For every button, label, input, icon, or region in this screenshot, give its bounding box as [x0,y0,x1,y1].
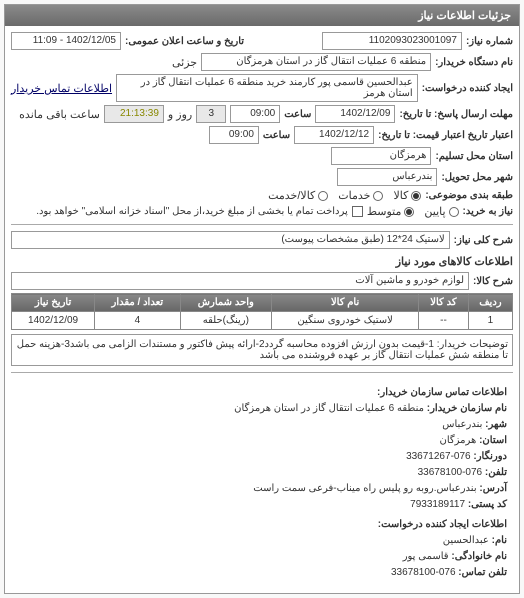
fax-label: دورنگار: [473,451,507,462]
name-value: عبدالحسین [443,535,489,546]
remain-time: 21:13:39 [104,105,164,123]
opt-khadamat: خدمات [338,189,370,202]
items-table: ردیف کد کالا نام کالا واحد شمارش تعداد /… [11,293,513,330]
request-details-panel: جزئیات اطلاعات نیاز شماره نیاز: 11020930… [4,4,520,594]
cell-2: لاستیک خودروی سنگین [272,312,419,330]
radio-kalakh[interactable] [318,191,328,201]
cell-5: 1402/12/09 [12,312,95,330]
post-label: کد پستی: [468,499,507,510]
desc-label: شرح کلی نیاز: [454,235,513,246]
addr-label: آدرس: [479,483,507,494]
buyer-note-box: توضیحات خریدار: 1-قیمت بدون ارزش افزوده … [11,334,513,366]
ccity-label: شهر: [485,419,507,430]
buyer-field: منطقه 6 عملیات انتقال گاز در استان هرمزگ… [201,53,431,71]
desc-field: لاستیک 24*12 (طبق مشخصات پیوست) [11,231,450,249]
form-body: شماره نیاز: 1102093023001097 تاریخ و ساع… [5,26,519,593]
opt-low: پایین [424,205,445,218]
radio-low[interactable] [449,207,459,217]
cell-1: -- [419,312,469,330]
table-row: 1 -- لاستیک خودروی سنگین (رینگ)حلقه 4 14… [12,312,513,330]
cell-4: 4 [95,312,180,330]
province-field: هرمزگان [331,147,431,165]
creator-header: اطلاعات ایجاد کننده درخواست: [17,517,507,533]
treasury-checkbox[interactable] [352,206,363,217]
col-4: تعداد / مقدار [95,294,180,312]
opt-kalakh: کالا/خدمت [268,189,315,202]
cphone2-label: تلفن تماس: [458,567,507,578]
note-text: پرداخت تمام یا بخشی از مبلغ خرید،از محل … [36,206,348,217]
cprov-value: هرمزگان [439,435,476,446]
detail-text: جزئی [172,56,197,69]
shipping-label: طبقه بندی موضوعی: [425,190,513,201]
org-value: منطقه 6 عملیات انتقال گاز در استان هرمزگ… [234,403,424,414]
buyer-note-label: توضیحات خریدار: [437,339,508,350]
post-value: 7933189117 [410,499,465,510]
cphone-label: تلفن: [485,467,507,478]
time-label-2: ساعت [263,130,290,141]
days-label: روز و [168,108,192,121]
category-radio-group: کالا خدمات کالا/خدمت [268,189,421,202]
lname-label: نام خانوادگی: [451,551,507,562]
col-2: نام کالا [272,294,419,312]
radio-khadamat[interactable] [373,191,383,201]
org-label: نام سازمان خریدار: [427,403,507,414]
col-0: ردیف [468,294,512,312]
cell-3: (رینگ)حلقه [180,312,272,330]
creator-label: ایجاد کننده درخواست: [422,83,513,94]
items-section-title: اطلاعات کالاهای مورد نیاز [11,255,513,268]
cphone-value: 076-33678100 [418,467,483,478]
announce-label: تاریخ و ساعت اعلان عمومی: [125,36,244,47]
radio-mid[interactable] [404,207,414,217]
number-field: 1102093023001097 [322,32,462,50]
announce-field: 1402/12/05 - 11:09 [11,32,121,50]
buyer-label: نام دستگاه خریدار: [435,57,513,68]
col-1: کد کالا [419,294,469,312]
ccity-value: بندرعباس [442,419,482,430]
fax-value: 076-33671267 [406,451,471,462]
contact-link[interactable]: اطلاعات تماس خریدار [11,82,112,95]
panel-header: جزئیات اطلاعات نیاز [5,5,519,26]
cat-field: لوازم خودرو و ماشین آلات [11,272,469,290]
col-5: تاریخ نیاز [12,294,95,312]
validity-date: 1402/12/12 [294,126,374,144]
cphone2-value: 076-33678100 [391,567,456,578]
city-field: بندرعباس [337,168,437,186]
need-label: نیاز به خرید: [463,206,513,217]
city-label: شهر محل تحویل: [441,172,513,183]
cell-0: 1 [468,312,512,330]
deadline-date: 1402/12/09 [315,105,395,123]
contact-header: اطلاعات تماس سازمان خریدار: [17,385,507,401]
opt-kala: کالا [393,189,408,202]
buyer-note-text: 1-قیمت بدون ارزش افزوده محاسبه گردد2-ارا… [17,339,508,361]
opt-mid: متوسط [367,205,402,218]
table-header-row: ردیف کد کالا نام کالا واحد شمارش تعداد /… [12,294,513,312]
deadline-label: مهلت ارسال پاسخ: تا تاریخ: [399,109,513,120]
validity-label: اعتبار تاریخ اعتبار قیمت: تا تاریخ: [378,130,513,141]
validity-time: 09:00 [209,126,259,144]
deadline-time: 09:00 [230,105,280,123]
remain-label: ساعت باقی مانده [19,108,100,121]
province-label: استان محل تسلیم: [435,151,513,162]
col-3: واحد شمارش [180,294,272,312]
cprov-label: استان: [479,435,507,446]
cat-label: شرح کالا: [473,276,513,287]
number-label: شماره نیاز: [466,36,513,47]
contact-section: اطلاعات تماس سازمان خریدار: نام سازمان خ… [11,379,513,587]
creator-field: عبدالحسین قاسمی پور کارمند خرید منطقه 6 … [116,74,418,102]
addr-value: بندرعباس.روبه رو پلیس راه میناب-فرعی سمت… [253,483,476,494]
time-label-1: ساعت [284,109,311,120]
priority-radio-group: پایین متوسط [367,205,459,218]
lname-value: قاسمی پور [403,551,449,562]
name-label: نام: [492,535,507,546]
radio-kala[interactable] [411,191,421,201]
days-value: 3 [196,105,226,123]
